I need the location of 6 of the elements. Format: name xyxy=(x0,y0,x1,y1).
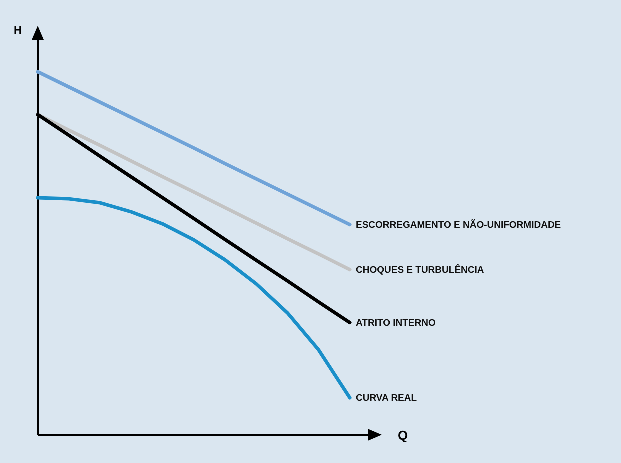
series-label: CURVA REAL xyxy=(356,392,418,404)
series-label: ATRITO INTERNO xyxy=(356,318,436,329)
y-axis-title: H xyxy=(14,25,22,37)
x-axis-title: Q xyxy=(398,428,408,443)
series-label: CHOQUES E TURBULÊNCIA xyxy=(356,264,484,276)
series-label: ESCORREGAMENTO E NÃO-UNIFORMIDADE xyxy=(356,218,562,231)
